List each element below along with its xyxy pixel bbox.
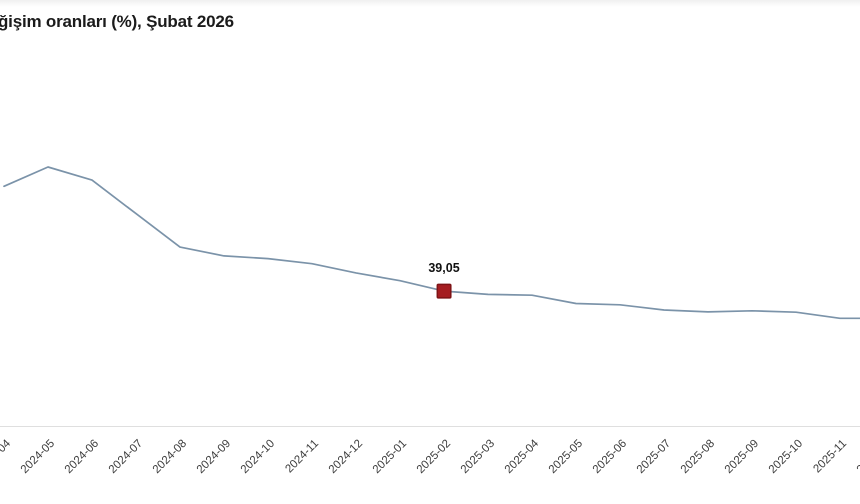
x-axis-label: 2025-06 bbox=[591, 438, 629, 476]
x-axis-label: 2025-09 bbox=[723, 438, 761, 476]
x-axis-label: 2024-09 bbox=[195, 438, 233, 476]
x-axis-label: 2024-04 bbox=[0, 437, 14, 476]
x-axis-label: 2025-11 bbox=[811, 438, 849, 476]
trend-line bbox=[3, 166, 860, 320]
x-axis-label: 2024-05 bbox=[19, 438, 57, 476]
x-axis-label: 2025-03 bbox=[459, 438, 497, 476]
x-axis-label: 2025-01 bbox=[371, 438, 409, 476]
x-axis-label: 2024-08 bbox=[151, 438, 189, 476]
x-axis-label: 2024-12 bbox=[327, 438, 365, 476]
x-axis-label: 2025-05 bbox=[547, 438, 585, 476]
x-axis-labels: 2024-04 2024-05 2024-06 2024-07 2024-08 2024-… bbox=[0, 437, 860, 476]
x-axis-label: 2025-08 bbox=[679, 438, 717, 476]
x-axis-label: 2025-07 bbox=[635, 438, 673, 476]
x-axis-label: 2024-11 bbox=[283, 438, 321, 476]
x-axis-label: 2024-10 bbox=[239, 438, 277, 476]
highlight-marker-point[interactable] bbox=[436, 283, 452, 299]
highlight-value-label: 39,05 bbox=[428, 261, 459, 275]
x-axis-label: 2024-07 bbox=[107, 438, 145, 476]
chart-title: ğişim oranları (%), Şubat 2026 bbox=[0, 12, 234, 31]
x-axis-label: 2025-10 bbox=[767, 438, 805, 476]
x-axis-label: 2024-06 bbox=[63, 438, 101, 476]
x-axis-label: 2025-04 bbox=[503, 437, 542, 476]
x-axis-label: 2025-12 bbox=[855, 438, 860, 476]
x-axis-label: 2025-02 bbox=[415, 438, 453, 476]
